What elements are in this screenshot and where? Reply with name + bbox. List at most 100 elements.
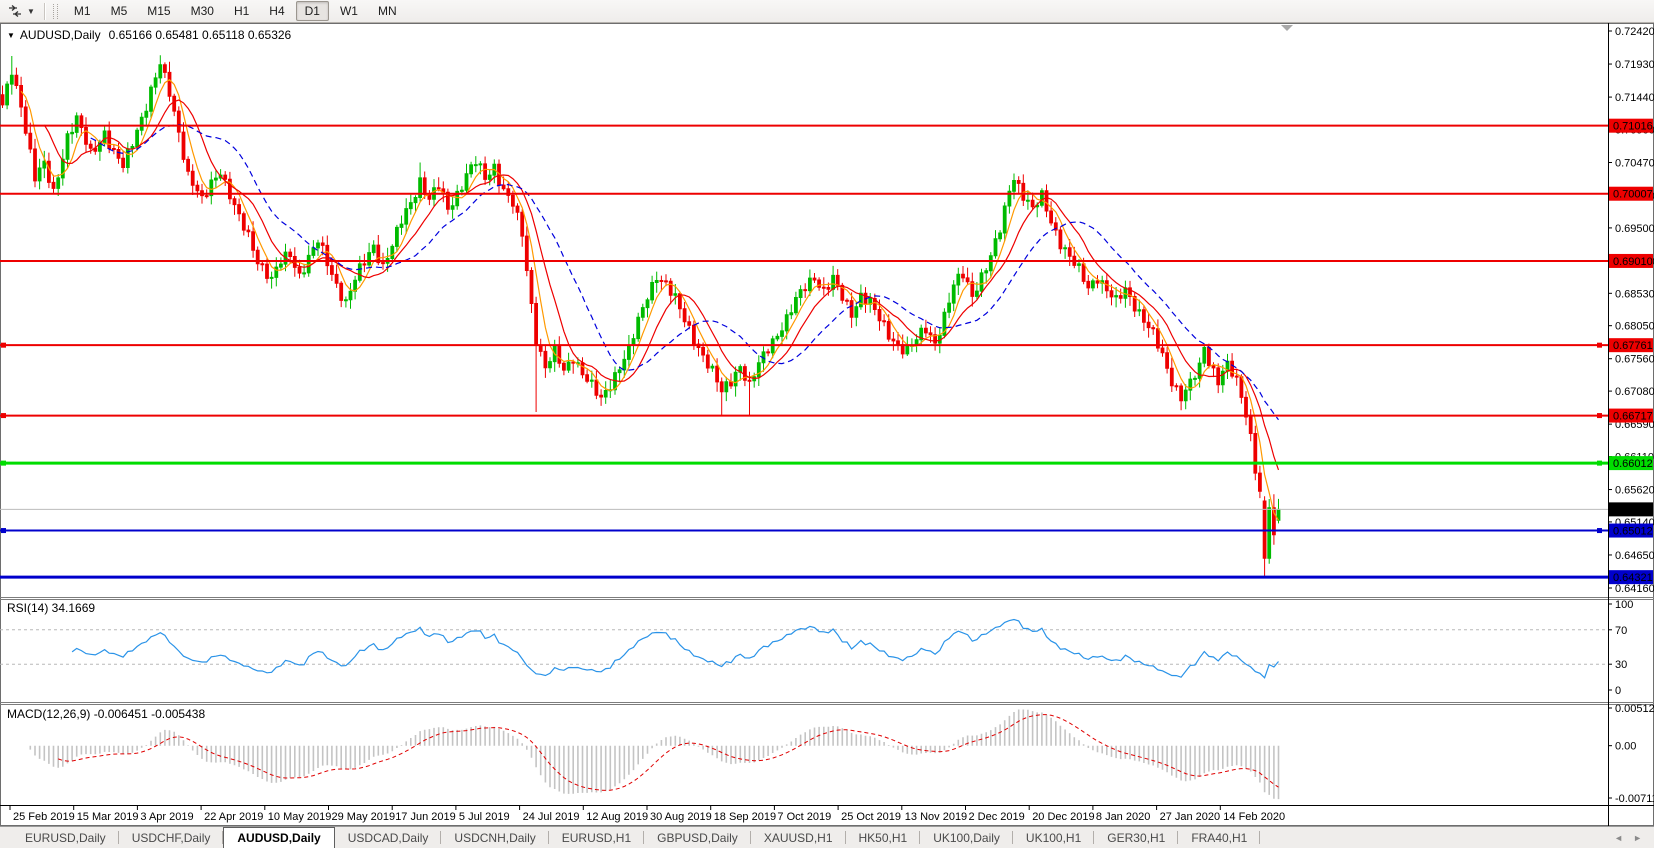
tab-audusd-daily[interactable]: AUDUSD,Daily	[223, 827, 335, 848]
timeframe-button-D1[interactable]: D1	[295, 1, 329, 21]
svg-text:0.68530: 0.68530	[1615, 288, 1654, 300]
svg-text:30: 30	[1615, 659, 1627, 671]
svg-text:29 May 2019: 29 May 2019	[332, 811, 396, 823]
hline-handle[interactable]	[1, 460, 6, 466]
timeframe-button-M1[interactable]: M1	[73, 4, 91, 18]
candles	[0, 55, 1281, 577]
chart-borders	[0, 23, 1654, 826]
timeframe-button-MN[interactable]: MN	[377, 4, 397, 18]
svg-text:0.67080: 0.67080	[1615, 386, 1654, 398]
svg-text:24 Jul 2019: 24 Jul 2019	[523, 811, 580, 823]
svg-text:0.71016: 0.71016	[1613, 121, 1653, 133]
svg-text:30 Aug 2019: 30 Aug 2019	[650, 811, 712, 823]
svg-text:18 Sep 2019: 18 Sep 2019	[714, 811, 776, 823]
ma-line-10	[43, 99, 1280, 471]
timeframe-button-M5[interactable]: M5	[110, 4, 128, 18]
tab-eurusd-daily[interactable]: EURUSD,Daily	[12, 827, 119, 848]
timeframe-button-W1[interactable]: W1	[339, 4, 358, 18]
svg-text:0.69010: 0.69010	[1613, 256, 1653, 268]
charts-tool-icon[interactable]	[0, 4, 25, 18]
svg-text:70: 70	[1615, 625, 1627, 637]
timeframe-button-H4[interactable]: H4	[269, 4, 285, 18]
svg-text:0: 0	[1615, 685, 1621, 697]
timeframe-button-M30[interactable]: M30	[190, 4, 214, 18]
svg-text:0.00: 0.00	[1615, 741, 1636, 753]
svg-text:0.71930: 0.71930	[1615, 59, 1654, 71]
svg-text:27 Jan 2020: 27 Jan 2020	[1160, 811, 1221, 823]
rsi-line	[71, 618, 1279, 679]
timeframe-button-M15[interactable]: M15	[147, 4, 171, 18]
svg-text:3 Apr 2019: 3 Apr 2019	[140, 811, 193, 823]
svg-text:0.65326: 0.65326	[1613, 504, 1653, 516]
chart-ohlc-label: 0.65166 0.65481 0.65118 0.65326	[108, 28, 292, 42]
tabs-scroll-left-icon[interactable]: ◄	[1614, 832, 1624, 843]
svg-text:100: 100	[1615, 599, 1633, 611]
price-axis: 0.724200.719300.714400.709600.704700.699…	[1608, 23, 1654, 826]
svg-text:0.67560: 0.67560	[1615, 354, 1654, 366]
price-badge: 0.65326	[1609, 502, 1653, 517]
price-badge: 0.64321	[1609, 570, 1653, 585]
toolbar-separator	[43, 2, 46, 20]
macd-histogram	[29, 709, 1280, 800]
tab-scroll-arrows: ◄ ►	[1614, 827, 1654, 848]
chart-canvas[interactable]: 0.724200.719300.714400.709600.704700.699…	[0, 23, 1654, 826]
toolbar-grip[interactable]	[52, 3, 58, 19]
chart-shift-marker-icon[interactable]	[1281, 25, 1293, 31]
charts-tool-dropdown-icon[interactable]: ▼	[27, 6, 35, 16]
price-badge: 0.66012	[1609, 456, 1653, 471]
chart-symbol-label: AUDUSD,Daily	[19, 28, 101, 42]
hline-handle[interactable]	[1, 413, 6, 419]
price-badge: 0.65012	[1609, 523, 1653, 538]
hline-handle[interactable]	[1597, 413, 1602, 419]
svg-text:0.64650: 0.64650	[1615, 550, 1654, 562]
symbol-dropdown-icon[interactable]: ▼	[7, 31, 15, 40]
tab-uk100-h1[interactable]: UK100,H1	[1013, 827, 1095, 848]
svg-text:0.68050: 0.68050	[1615, 321, 1654, 333]
price-badge: 0.70007	[1609, 186, 1653, 201]
price-badge: 0.69010	[1609, 253, 1653, 268]
svg-text:10 May 2019: 10 May 2019	[268, 811, 332, 823]
svg-text:13 Nov 2019: 13 Nov 2019	[905, 811, 967, 823]
horizontal-lines	[0, 124, 1608, 579]
tab-usdcnh-daily[interactable]: USDCNH,Daily	[441, 827, 550, 848]
moving-averages	[20, 78, 1280, 521]
hline-handle[interactable]	[1, 528, 6, 534]
hline-handle[interactable]	[1597, 342, 1602, 348]
svg-text:0.69500: 0.69500	[1615, 223, 1654, 235]
svg-text:0.65012: 0.65012	[1613, 526, 1653, 538]
tab-gbpusd-daily[interactable]: GBPUSD,Daily	[644, 827, 751, 848]
svg-text:8 Jan 2020: 8 Jan 2020	[1096, 811, 1150, 823]
tab-uk100-daily[interactable]: UK100,Daily	[920, 827, 1013, 848]
ma-line-5	[20, 78, 1280, 521]
tab-eurusd-h1[interactable]: EURUSD,H1	[549, 827, 645, 848]
hline-handle[interactable]	[1, 342, 6, 348]
tab-usdcad-daily[interactable]: USDCAD,Daily	[335, 827, 442, 848]
timeframe-button-H1[interactable]: H1	[233, 4, 250, 18]
svg-text:25 Oct 2019: 25 Oct 2019	[841, 811, 901, 823]
ma-line-20	[90, 123, 1279, 421]
tab-usdchf-daily[interactable]: USDCHF,Daily	[119, 827, 224, 848]
svg-text:12 Aug 2019: 12 Aug 2019	[586, 811, 648, 823]
svg-text:20 Dec 2019: 20 Dec 2019	[1032, 811, 1094, 823]
svg-text:14 Feb 2020: 14 Feb 2020	[1223, 811, 1285, 823]
svg-text:5 Jul 2019: 5 Jul 2019	[459, 811, 510, 823]
svg-text:15 Mar 2019: 15 Mar 2019	[77, 811, 139, 823]
date-axis: 25 Feb 2019 15 Mar 2019 3 Apr 2019 22 Apr 2…	[9, 806, 1285, 823]
up-candles	[5, 55, 1281, 564]
tab-xauusd-h1[interactable]: XAUUSD,H1	[751, 827, 846, 848]
tab-fra40-h1[interactable]: FRA40,H1	[1178, 827, 1261, 848]
hline-handle[interactable]	[1597, 460, 1602, 466]
svg-text:22 Apr 2019: 22 Apr 2019	[204, 811, 263, 823]
svg-text:0.64321: 0.64321	[1613, 572, 1653, 584]
tab-hk50-h1[interactable]: HK50,H1	[846, 827, 921, 848]
macd-label: MACD(12,26,9) -0.006451 -0.005438	[7, 707, 206, 721]
svg-text:7 Oct 2019: 7 Oct 2019	[777, 811, 831, 823]
tabs-scroll-right-icon[interactable]: ►	[1633, 832, 1642, 843]
chart-tabs: EURUSD,Daily USDCHF,Daily AUDUSD,Daily USDC…	[0, 827, 1261, 848]
tab-ger30-h1[interactable]: GER30,H1	[1094, 827, 1179, 848]
hline-handle[interactable]	[1597, 528, 1602, 534]
svg-text:0.70007: 0.70007	[1613, 189, 1653, 201]
svg-text:0.005121: 0.005121	[1615, 703, 1654, 715]
tab-bar: EURUSD,Daily USDCHF,Daily AUDUSD,Daily USDC…	[0, 826, 1654, 848]
svg-text:0.71440: 0.71440	[1615, 92, 1654, 104]
